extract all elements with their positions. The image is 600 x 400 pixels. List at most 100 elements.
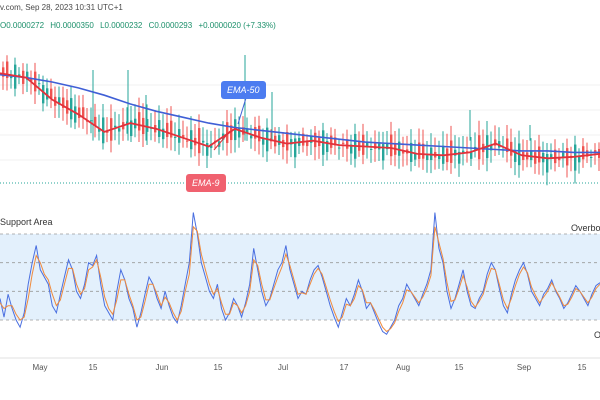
candle-body	[202, 140, 205, 143]
candle-body	[130, 120, 133, 137]
time-axis-tick: 15	[455, 363, 464, 372]
candle-body	[350, 144, 353, 154]
candle-body	[578, 156, 581, 163]
candle-body	[362, 134, 365, 155]
candle-body	[26, 71, 29, 80]
candle-body	[38, 83, 41, 85]
ohlc-high: H0.0000350	[50, 21, 94, 30]
candle-body	[138, 112, 141, 131]
ohlc-open: O0.0000272	[0, 21, 45, 30]
candle-body	[262, 138, 265, 145]
candle-body	[402, 150, 405, 154]
candle-body	[370, 148, 373, 150]
candle-body	[562, 152, 565, 158]
candle-body	[334, 137, 337, 146]
candle-body	[98, 127, 101, 132]
candle-body	[538, 146, 541, 163]
candle-body	[386, 143, 389, 150]
candle-body	[34, 71, 37, 92]
candle-body	[478, 135, 481, 160]
candle-body	[342, 142, 345, 144]
support-band	[0, 234, 600, 320]
candle-body	[6, 61, 9, 79]
ohlc-readout: O0.0000272 H0.0000350 L0.0000232 C0.0000…	[0, 21, 280, 30]
candle-body	[366, 142, 369, 147]
candle-body	[454, 149, 457, 156]
candle-body	[238, 127, 241, 138]
candle-body	[114, 125, 117, 128]
candle-body	[306, 140, 309, 147]
candle-body	[514, 150, 517, 162]
candle-body	[50, 88, 53, 99]
candle-body	[174, 136, 177, 138]
candle-body	[550, 154, 553, 159]
time-axis-tick: 17	[340, 363, 349, 372]
candle-body	[546, 154, 549, 173]
candle-body	[458, 151, 461, 164]
candle-body	[246, 128, 249, 134]
candle-body	[82, 107, 85, 117]
candle-body	[230, 125, 233, 141]
candle-body	[70, 98, 73, 120]
candle-body	[210, 143, 213, 148]
ohlc-low: L0.0000232	[100, 21, 143, 30]
candle-body	[374, 142, 377, 149]
candle-body	[250, 135, 253, 139]
candle-body	[58, 97, 61, 105]
oversold-label: O	[594, 330, 600, 340]
candle-body	[206, 143, 209, 156]
candle-body	[302, 133, 305, 146]
candle-body	[338, 147, 341, 149]
candle-body	[46, 88, 49, 100]
time-axis-tick: Jun	[156, 363, 169, 372]
ema-lines	[0, 72, 600, 160]
overbought-label: Overbo	[571, 223, 600, 233]
candle-body	[450, 140, 453, 163]
candle-body	[346, 139, 349, 149]
candle-body	[290, 139, 293, 145]
candle-body	[462, 150, 465, 154]
time-axis-tick: May	[32, 363, 47, 372]
candle-body	[170, 120, 173, 138]
candle-body	[42, 84, 45, 104]
candle-body	[30, 78, 33, 82]
candle-body	[558, 158, 561, 161]
candle-body	[438, 155, 441, 160]
ohlc-change: +0.0000020 (+7.33%)	[198, 21, 276, 30]
candle-body	[10, 76, 13, 79]
ohlc-close: C0.0000293	[148, 21, 193, 30]
candle-body	[146, 119, 149, 132]
candle-body	[330, 135, 333, 148]
candle-body	[182, 134, 185, 138]
candle-body	[594, 150, 597, 153]
time-axis-tick: Sep	[517, 363, 532, 372]
candle-body	[310, 135, 313, 143]
time-axis-tick: Aug	[396, 363, 410, 372]
candle-body	[94, 116, 97, 127]
candle-body	[162, 128, 165, 140]
candle-body	[470, 151, 473, 159]
candle-body	[398, 141, 401, 156]
candle-body	[278, 135, 281, 145]
support-area-label: Support Area	[0, 217, 53, 227]
candle-body	[590, 156, 593, 158]
ema9-annotation: EMA-9	[186, 174, 226, 192]
oscillator-lines	[0, 212, 600, 336]
candle-body	[2, 67, 5, 77]
candle-body	[294, 138, 297, 158]
time-axis-tick: 15	[578, 363, 587, 372]
candle-body	[530, 150, 533, 161]
candle-body	[390, 134, 393, 157]
candle-body	[118, 128, 121, 132]
time-axis-tick: 15	[89, 363, 98, 372]
candle-body	[186, 140, 189, 142]
candle-body	[74, 106, 77, 123]
ema50-line	[0, 73, 600, 154]
candle-body	[510, 141, 513, 156]
candle-body	[166, 122, 169, 137]
candle-body	[226, 122, 229, 143]
candle-body	[490, 145, 493, 151]
chart-info: v.com, Sep 28, 2023 10:31 UTC+1	[0, 3, 123, 12]
